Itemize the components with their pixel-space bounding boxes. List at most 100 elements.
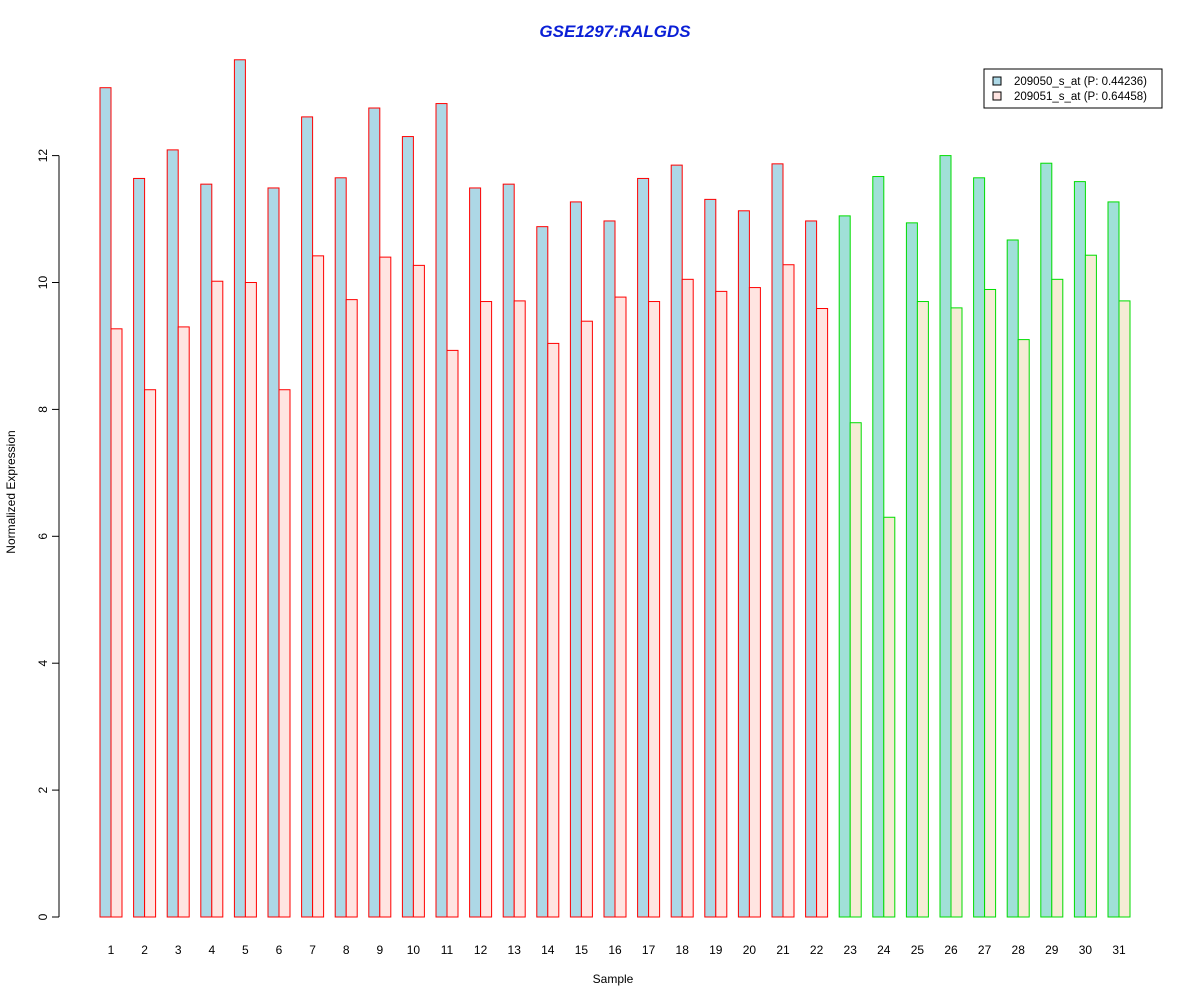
x-tick-label: 17 (642, 943, 656, 957)
x-tick-label: 27 (978, 943, 992, 957)
legend-swatch-series-2 (992, 91, 1002, 101)
x-tick-label: 19 (709, 943, 723, 957)
bar-series-2 (950, 307, 963, 918)
bar-series-1 (737, 210, 750, 918)
x-tick-label: 6 (276, 943, 283, 957)
x-tick-label: 31 (1112, 943, 1126, 957)
bar-series-1 (401, 136, 414, 918)
bar-series-1 (939, 155, 952, 918)
bar-series-1 (200, 183, 213, 918)
legend-swatch-series-1 (992, 76, 1002, 86)
bar-series-2 (412, 264, 425, 918)
bar-series-1 (603, 220, 616, 918)
bar-series-1 (1040, 162, 1053, 918)
x-tick-label: 26 (944, 943, 958, 957)
x-tick-label: 3 (175, 943, 182, 957)
x-tick-label: 25 (911, 943, 925, 957)
chart-title: GSE1297:RALGDS (539, 22, 691, 41)
bar-series-2 (345, 299, 358, 918)
x-tick-label: 16 (608, 943, 622, 957)
bar-series-2 (312, 255, 325, 918)
bar-series-2 (984, 288, 997, 918)
legend-box (983, 68, 1163, 109)
x-tick-label: 20 (743, 943, 757, 957)
x-tick-label: 23 (844, 943, 858, 957)
bar-series-2 (513, 300, 526, 918)
x-tick-label: 24 (877, 943, 891, 957)
bar-series-2 (782, 264, 795, 918)
bar-series-1 (267, 187, 280, 918)
bar-series-1 (805, 220, 818, 918)
bar-series-1 (301, 116, 314, 918)
bar-series-1 (334, 177, 347, 918)
x-tick-label: 9 (376, 943, 383, 957)
x-tick-labels: 1 2 3 4 5 6 7 8 9 10 11 12 13 14 15 16 17 18 19 20 21 22 23 24 2… (108, 943, 1126, 957)
bar-series-1 (1107, 201, 1120, 918)
bar-series-2 (1118, 300, 1131, 918)
bar-series-1 (435, 103, 448, 918)
bar-series-2 (547, 342, 560, 918)
bar-series-2 (648, 301, 661, 918)
bar-series-1 (973, 177, 986, 918)
x-tick-label: 28 (1012, 943, 1026, 957)
bar-series-1 (569, 201, 582, 918)
y-axis-title: Normalized Expression (4, 430, 18, 553)
bar-series-1 (1073, 181, 1086, 918)
bar-series-2 (916, 301, 929, 918)
bar-series-2 (480, 301, 493, 918)
bar-series-1 (536, 226, 549, 918)
bar-series-2 (715, 290, 728, 918)
bar-series-2 (816, 308, 829, 918)
y-axis: 0 2 4 6 8 10 12 (36, 149, 60, 920)
bar-series-1 (771, 163, 784, 918)
bar-series-2 (1017, 339, 1030, 918)
bar-series-1 (838, 215, 851, 918)
bar-series-2 (681, 278, 694, 918)
legend: 209050_s_at (P: 0.44236) 209051_s_at (P:… (983, 68, 1163, 109)
bar-series-1 (99, 87, 112, 918)
bar-series-2 (748, 287, 761, 918)
x-tick-label: 11 (441, 943, 454, 957)
bar-series-2 (1084, 254, 1097, 918)
x-tick-label: 14 (541, 943, 555, 957)
bar-series-2 (144, 389, 157, 918)
x-tick-label: 13 (508, 943, 522, 957)
bar-series-2 (614, 296, 627, 918)
bar-series-1 (872, 176, 885, 918)
bar-series-2 (278, 389, 291, 918)
x-tick-label: 21 (776, 943, 790, 957)
bar-series-1 (233, 59, 246, 918)
legend-label-series-1: 209050_s_at (P: 0.44236) (1014, 76, 1147, 88)
bar-series-2 (1051, 278, 1064, 918)
bar-series-2 (580, 320, 593, 918)
bars-group (99, 59, 1131, 918)
x-tick-label: 1 (108, 943, 115, 957)
bar-series-2 (379, 256, 392, 918)
y-tick-label: 4 (36, 660, 50, 667)
y-tick-label: 12 (36, 149, 50, 163)
bar-series-2 (110, 328, 123, 918)
x-tick-label: 30 (1079, 943, 1093, 957)
bar-series-2 (211, 280, 224, 918)
y-tick-label: 6 (36, 533, 50, 540)
y-tick-label: 0 (36, 913, 50, 920)
y-tick-label: 10 (36, 276, 50, 290)
bar-series-1 (704, 198, 717, 918)
bar-series-1 (502, 183, 515, 918)
bar-series-2 (446, 349, 459, 918)
x-tick-label: 22 (810, 943, 824, 957)
x-tick-label: 15 (575, 943, 589, 957)
y-tick-label: 2 (36, 786, 50, 793)
x-tick-label: 18 (676, 943, 690, 957)
bar-series-1 (469, 187, 482, 918)
bar-series-1 (1006, 239, 1019, 918)
x-tick-label: 10 (407, 943, 421, 957)
bar-series-1 (905, 222, 918, 918)
x-tick-label: 29 (1045, 943, 1059, 957)
bar-series-1 (670, 164, 683, 918)
bar-series-1 (133, 177, 146, 918)
x-tick-label: 8 (343, 943, 350, 957)
x-tick-label: 4 (208, 943, 215, 957)
bar-series-2 (849, 422, 862, 918)
